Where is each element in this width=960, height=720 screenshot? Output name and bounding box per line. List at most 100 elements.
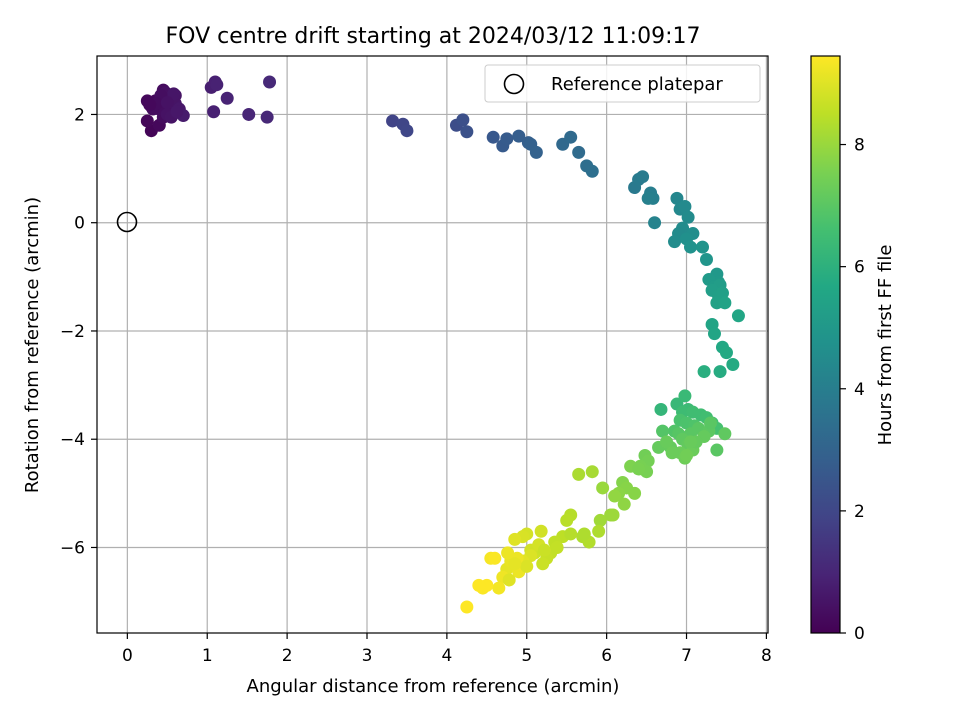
legend-marker bbox=[503, 73, 525, 95]
data-point bbox=[654, 402, 668, 416]
colorbar-tick-label: 6 bbox=[854, 258, 865, 278]
data-point bbox=[564, 527, 578, 541]
y-tick-label: −2 bbox=[60, 322, 85, 342]
data-point bbox=[665, 446, 679, 460]
x-tick-label: 4 bbox=[441, 646, 452, 666]
data-point bbox=[718, 427, 732, 441]
data-point bbox=[572, 145, 586, 159]
data-point bbox=[170, 105, 184, 119]
data-point bbox=[564, 130, 578, 144]
data-point bbox=[508, 532, 522, 546]
colorbar-tick-label: 4 bbox=[854, 380, 865, 400]
data-point bbox=[572, 467, 586, 481]
legend: Reference platepar bbox=[484, 64, 761, 103]
data-point bbox=[456, 113, 470, 127]
data-point bbox=[486, 130, 500, 144]
x-tick-label: 1 bbox=[202, 646, 213, 666]
plot-frame bbox=[96, 55, 769, 634]
chart-title: FOV centre drift starting at 2024/03/12 … bbox=[166, 24, 701, 49]
data-point bbox=[577, 527, 591, 541]
legend-label: Reference platepar bbox=[551, 74, 723, 95]
data-point bbox=[242, 107, 256, 121]
data-point bbox=[617, 497, 631, 511]
y-tick-label: −4 bbox=[60, 430, 85, 450]
data-point bbox=[731, 309, 745, 323]
data-point bbox=[715, 286, 729, 300]
data-point bbox=[529, 145, 543, 159]
data-point bbox=[472, 578, 486, 592]
y-tick-label: 2 bbox=[74, 105, 85, 125]
data-point bbox=[460, 600, 474, 614]
data-point bbox=[593, 513, 607, 527]
data-point bbox=[707, 327, 721, 341]
data-point bbox=[697, 365, 711, 379]
data-point bbox=[501, 546, 515, 560]
data-point bbox=[386, 114, 400, 128]
data-point bbox=[520, 559, 534, 573]
colorbar-ticks: 0 2 4 6 8 bbox=[840, 136, 865, 644]
x-tick-label: 7 bbox=[681, 646, 692, 666]
data-point bbox=[550, 540, 564, 554]
data-point bbox=[699, 253, 713, 267]
data-point bbox=[632, 462, 646, 476]
data-point bbox=[608, 489, 622, 503]
data-point bbox=[718, 296, 732, 310]
colorbar-tick-label: 0 bbox=[854, 624, 865, 644]
data-point bbox=[560, 513, 574, 527]
data-point bbox=[628, 486, 642, 500]
x-tick-label: 3 bbox=[362, 646, 373, 666]
data-point bbox=[508, 557, 522, 571]
grid-lines bbox=[97, 56, 768, 633]
colorbar-gradient bbox=[810, 55, 841, 634]
data-point bbox=[160, 96, 174, 110]
data-point bbox=[260, 110, 274, 124]
data-point bbox=[660, 435, 674, 449]
colorbar-label: Hours from first FF file bbox=[875, 245, 896, 446]
data-point bbox=[537, 543, 551, 557]
data-point bbox=[710, 443, 724, 457]
data-point bbox=[220, 91, 234, 105]
data-point bbox=[648, 216, 662, 230]
data-point bbox=[488, 551, 502, 565]
scatter-points bbox=[140, 75, 745, 614]
data-point bbox=[713, 365, 727, 379]
legend-box bbox=[484, 64, 761, 103]
data-point bbox=[210, 78, 224, 92]
data-point bbox=[263, 75, 277, 89]
data-point bbox=[670, 191, 684, 205]
reference-point-marker bbox=[116, 211, 138, 233]
data-point bbox=[703, 416, 717, 430]
y-axis-label: Rotation from reference (arcmin) bbox=[22, 197, 43, 493]
data-point bbox=[585, 465, 599, 479]
x-tick-label: 0 bbox=[122, 646, 133, 666]
x-tick-label: 6 bbox=[601, 646, 612, 666]
colorbar-tick-label: 2 bbox=[854, 502, 865, 522]
data-point bbox=[140, 114, 154, 128]
data-point bbox=[512, 129, 526, 143]
data-point bbox=[726, 358, 740, 372]
data-point bbox=[678, 389, 692, 403]
x-axis-label: Angular distance from reference (arcmin) bbox=[247, 676, 620, 697]
data-point bbox=[536, 557, 550, 571]
data-point bbox=[684, 435, 698, 449]
y-axis-ticks: −6 −4 −2 0 2 bbox=[60, 105, 97, 558]
data-point bbox=[492, 581, 506, 595]
data-point bbox=[207, 105, 221, 119]
x-axis-ticks: 0 1 2 3 4 5 6 7 8 bbox=[122, 633, 772, 666]
data-point bbox=[719, 346, 733, 360]
y-tick-label: 0 bbox=[74, 214, 85, 234]
data-point bbox=[596, 481, 610, 495]
data-point bbox=[680, 448, 694, 462]
x-tick-label: 8 bbox=[761, 646, 772, 666]
x-tick-label: 5 bbox=[521, 646, 532, 666]
data-point bbox=[641, 191, 655, 205]
data-point bbox=[606, 508, 620, 522]
y-tick-label: −6 bbox=[60, 538, 85, 558]
data-point bbox=[460, 125, 474, 139]
data-point bbox=[636, 170, 650, 184]
data-point bbox=[592, 524, 606, 538]
data-point bbox=[500, 132, 514, 146]
data-point bbox=[684, 240, 698, 254]
data-point bbox=[585, 164, 599, 178]
